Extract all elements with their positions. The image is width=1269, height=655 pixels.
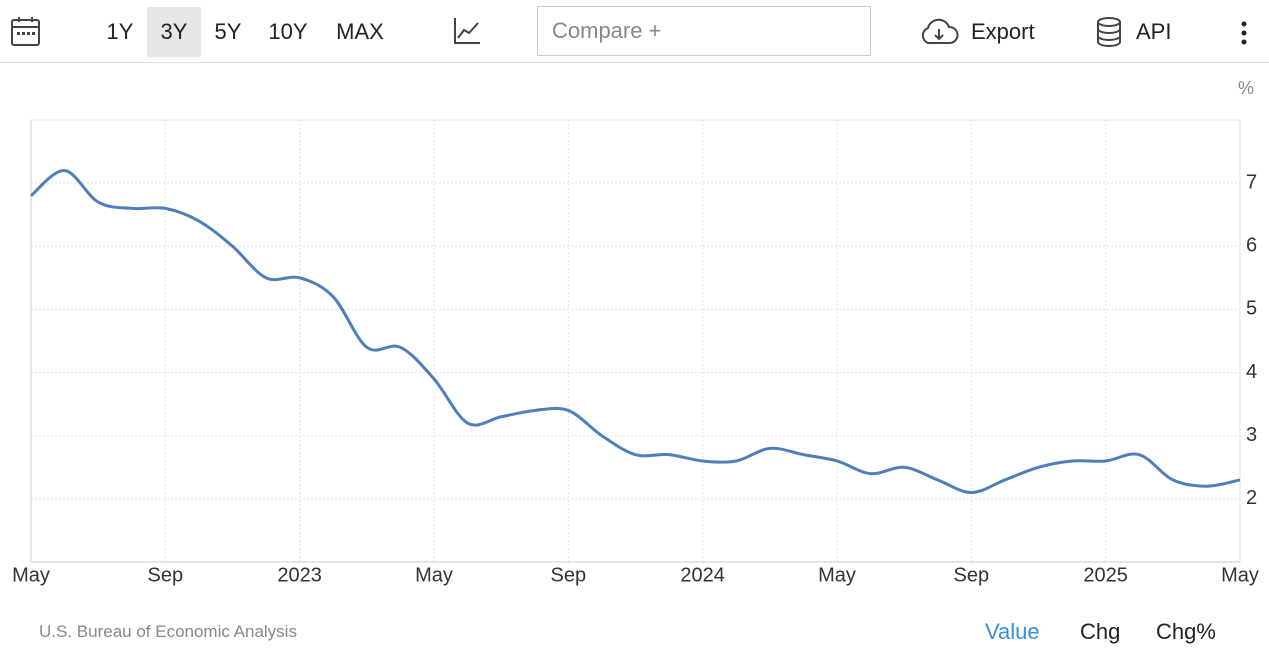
menu-icon[interactable]	[1238, 20, 1250, 46]
calendar-icon[interactable]	[10, 16, 42, 48]
x-tick-label: 2025	[1083, 564, 1128, 586]
x-tick-label: 2023	[277, 564, 322, 586]
chart-type-icon[interactable]	[452, 16, 482, 46]
y-tick-label: 7	[1246, 171, 1257, 193]
unit-label: %	[1238, 78, 1254, 98]
x-tick-label: Sep	[551, 564, 587, 586]
api-icon[interactable]	[1095, 16, 1123, 48]
y-tick-label: 2	[1246, 487, 1257, 509]
toolbar: 1Y 3Y 5Y 10Y MAX Compare + Export API	[0, 0, 1269, 63]
source: U.S. Bureau of Economic Analysis	[39, 622, 297, 641]
x-tick-label: 2024	[680, 564, 725, 586]
y-tick-label: 4	[1246, 361, 1257, 383]
x-tick-label: May	[1221, 564, 1259, 586]
range-button[interactable]: 1Y	[106, 19, 134, 44]
y-tick-label: 5	[1246, 298, 1257, 320]
x-tick-label: May	[12, 564, 50, 586]
export-icon[interactable]	[919, 17, 959, 47]
y-tick-label: 3	[1246, 424, 1257, 446]
footer: U.S. Bureau of Economic Analysis Value C…	[0, 612, 1269, 652]
x-tick-label: Sep	[148, 564, 184, 586]
chart: % 2 3 4 5 6 7 May Sep 2023 May Sep 2024 May Sep 2025 Ma…	[12, 78, 1259, 587]
tab[interactable]: Chg	[1080, 619, 1121, 644]
range-button[interactable]: 10Y	[268, 19, 308, 44]
compare-input[interactable]: Compare +	[537, 6, 871, 56]
data-line	[30, 169, 1241, 495]
plot-area	[30, 119, 1241, 563]
export-button[interactable]: Export	[971, 19, 1035, 44]
y-tick-label: 6	[1246, 235, 1257, 257]
range-button[interactable]: MAX	[336, 19, 384, 44]
x-tick-label: Sep	[954, 564, 990, 586]
range-button[interactable]: 3Y	[147, 7, 201, 57]
range-button[interactable]: 5Y	[214, 19, 242, 44]
x-tick-label: May	[818, 564, 856, 586]
x-tick-label: May	[415, 564, 453, 586]
api-button[interactable]: API	[1136, 19, 1172, 44]
tab[interactable]: Chg%	[1156, 619, 1216, 644]
tab[interactable]: Value	[985, 619, 1040, 644]
